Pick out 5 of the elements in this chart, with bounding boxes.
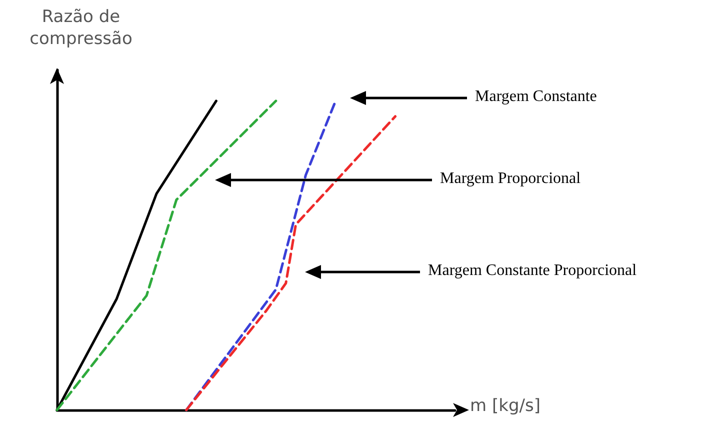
- y-axis-title: Razão de compressão: [28, 6, 134, 50]
- x-axis-title: m [kg/s]: [470, 396, 540, 416]
- text: Margem Constante: [475, 88, 597, 106]
- annotation: Margem Constante Proporcional: [428, 262, 637, 280]
- annotation: Margem Proporcional: [440, 170, 581, 188]
